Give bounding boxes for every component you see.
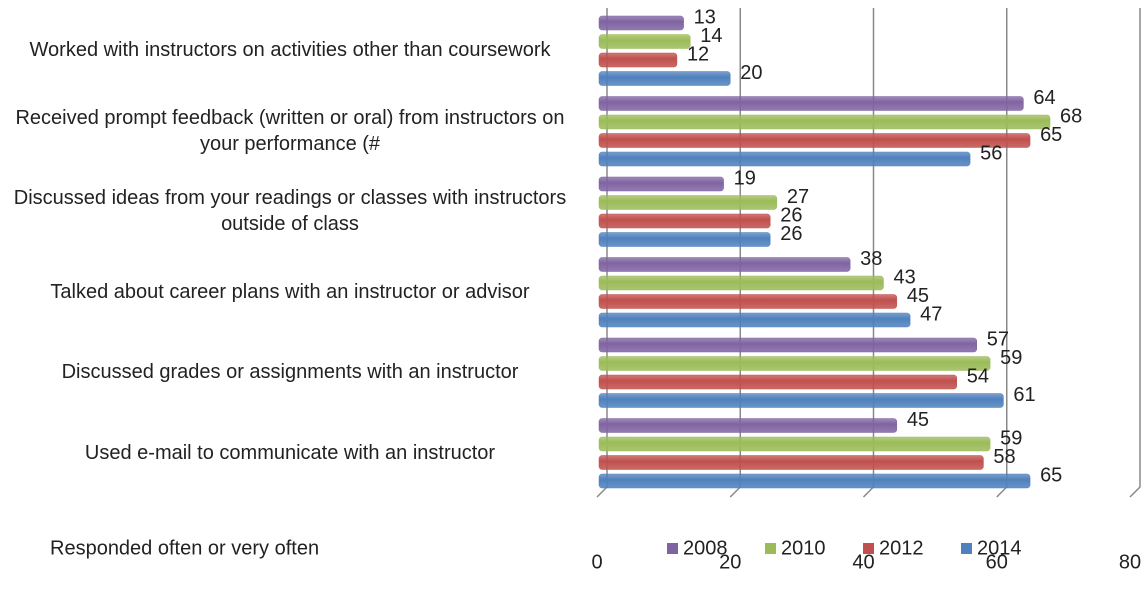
bar (598, 374, 958, 390)
legend-label: 2010 (781, 537, 826, 559)
data-label: 38 (860, 248, 882, 270)
data-label: 20 (740, 62, 762, 84)
data-label: 43 (893, 266, 915, 288)
bar (598, 418, 898, 433)
category-label: Discussed ideas from your readings or cl… (13, 187, 567, 235)
grid-line (996, 8, 1008, 498)
data-label: 13 (694, 6, 716, 28)
bar (598, 133, 1031, 148)
data-label: 65 (1040, 464, 1062, 486)
bar (598, 96, 1024, 111)
data-label: 57 (987, 328, 1009, 350)
bar (598, 15, 684, 31)
category-label: Talked about career plans with an instru… (50, 280, 530, 303)
bar (598, 337, 978, 353)
bar (598, 294, 898, 309)
category-label: Discussed grades or assignments with an … (61, 361, 519, 383)
bar (598, 275, 884, 291)
x-tick-label: 80 (1119, 551, 1141, 573)
bar (598, 473, 1031, 489)
bar (598, 232, 771, 247)
bar (598, 195, 778, 210)
data-label: 64 (1033, 87, 1055, 109)
data-label: 54 (967, 365, 989, 387)
bar (598, 257, 851, 272)
data-label: 45 (907, 409, 929, 431)
data-label: 14 (700, 25, 722, 47)
x-axis-title: Responded often or very often (50, 537, 319, 559)
category-label: Worked with instructors on activities ot… (29, 39, 551, 61)
x-tick-label: 40 (852, 551, 874, 573)
bar (598, 71, 731, 86)
data-label: 68 (1060, 105, 1082, 127)
bar (598, 455, 984, 470)
legend-label: 2014 (977, 537, 1022, 559)
data-label: 65 (1040, 124, 1062, 146)
x-tick-label: 20 (719, 551, 741, 573)
data-label: 26 (780, 223, 802, 245)
bar (598, 436, 991, 452)
bar (598, 52, 678, 68)
legend-swatch (961, 543, 972, 554)
x-tick-label: 60 (986, 551, 1008, 573)
data-label: 56 (980, 142, 1002, 164)
bar (598, 151, 971, 167)
category-label: Used e-mail to communicate with an instr… (84, 441, 496, 464)
data-label: 12 (687, 43, 709, 65)
legend-label: 2012 (879, 537, 924, 559)
legend-swatch (667, 543, 678, 554)
bar (598, 312, 911, 328)
data-label: 47 (920, 303, 942, 325)
legend-swatch (863, 543, 874, 554)
legend-swatch (765, 543, 776, 554)
data-label: 58 (993, 446, 1015, 468)
data-label: 61 (1013, 384, 1035, 406)
data-label: 27 (787, 186, 809, 208)
data-label: 45 (907, 285, 929, 307)
bar (598, 393, 1004, 408)
grid-line (1129, 8, 1141, 498)
bar (598, 213, 771, 229)
bar (598, 34, 691, 49)
data-label: 19 (734, 167, 756, 189)
legend-label: 2008 (683, 537, 728, 559)
bar (598, 114, 1051, 130)
category-label: Received prompt feedback (written or ora… (15, 106, 565, 155)
bar (598, 356, 991, 371)
data-label: 26 (780, 204, 802, 226)
data-label: 59 (1000, 347, 1022, 369)
data-label: 59 (1000, 427, 1022, 449)
bar (598, 176, 724, 192)
x-tick-label: 0 (591, 551, 602, 573)
